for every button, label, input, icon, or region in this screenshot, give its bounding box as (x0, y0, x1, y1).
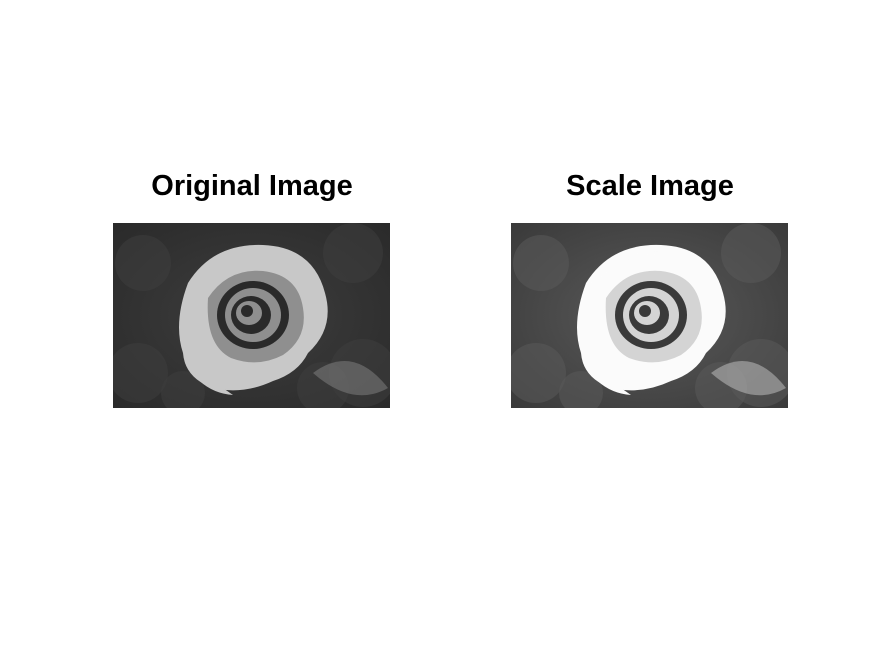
scaled-rose-image (511, 223, 788, 408)
original-image-panel: Original Image (102, 166, 402, 408)
leaf (711, 361, 786, 396)
foliage-blob (513, 235, 569, 291)
petal-highlight (191, 251, 264, 286)
foliage-blob (323, 223, 383, 283)
original-image-title: Original Image (151, 170, 353, 202)
petal-highlight (589, 251, 662, 286)
original-rose-image (113, 223, 390, 408)
scale-image-panel: Scale Image (500, 166, 800, 408)
lower-petal (583, 363, 631, 395)
foliage-blob (115, 235, 171, 291)
foliage-blob (559, 371, 603, 408)
foliage-blob (511, 343, 566, 403)
scale-image-title: Scale Image (566, 170, 734, 202)
foliage-blob (113, 343, 168, 403)
rose-center (639, 305, 651, 317)
rose-center (241, 305, 253, 317)
foliage-blob (297, 362, 349, 408)
foliage-blob (721, 223, 781, 283)
lower-petal (185, 363, 233, 395)
leaf (313, 361, 388, 396)
foliage-blob (695, 362, 747, 408)
foliage-blob (161, 371, 205, 408)
